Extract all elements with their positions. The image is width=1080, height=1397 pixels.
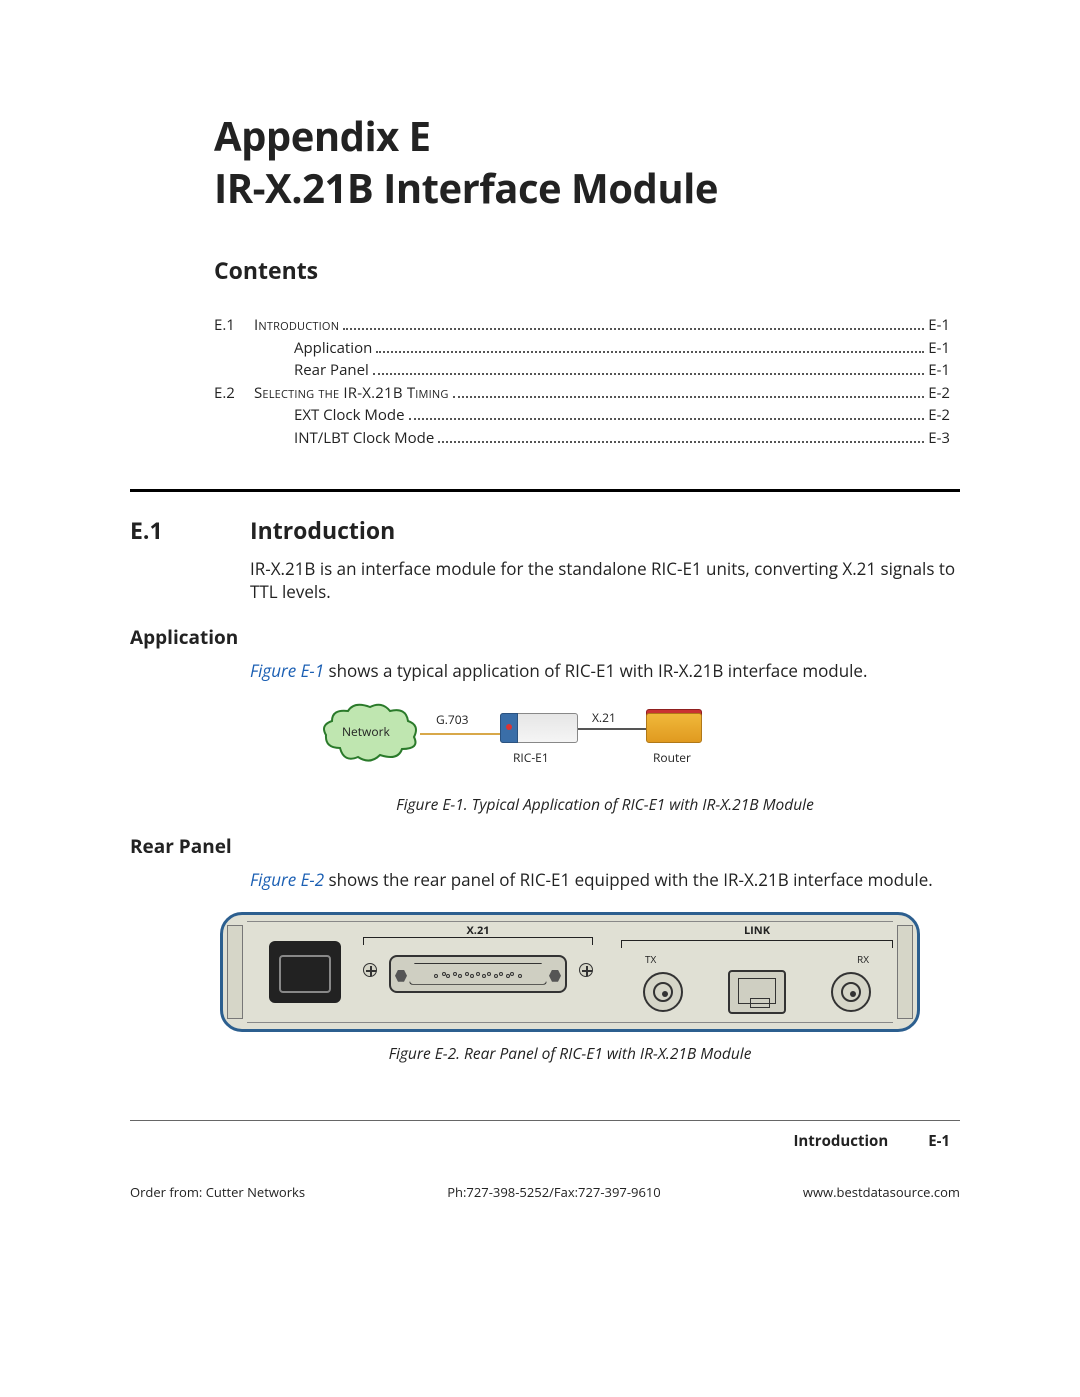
figure-e1-ref: Figure E-1 [250, 659, 324, 682]
bnc-tx-icon [643, 972, 683, 1012]
toc-leader [376, 351, 924, 353]
wire-g703 [420, 733, 500, 735]
toc-row: E.2Selecting the IR-X.21B Timing E-2 [214, 382, 950, 405]
page-footer-secondary: Order from: Cutter Networks Ph:727-398-5… [130, 1183, 960, 1201]
toc-text: Selecting the IR-X.21B Timing [254, 382, 449, 405]
toc-leader [343, 328, 924, 330]
power-socket-icon [269, 941, 341, 1003]
toc-text: EXT Clock Mode [294, 404, 405, 427]
table-of-contents: E.1IntroductionE-1ApplicationE-1Rear Pan… [214, 314, 950, 449]
toc-row: E.1Introduction E-1 [214, 314, 950, 337]
footer-order: Order from: Cutter Networks [130, 1183, 305, 1201]
footer-divider [130, 1120, 960, 1121]
figure-e2-caption: Figure E-2. Rear Panel of RIC-E1 with IR… [220, 1042, 920, 1064]
toc-page: E-3 [928, 427, 950, 450]
link-region: LINK TX RX [621, 923, 893, 1014]
figure-e1-diagram: Network G.703 RIC-E1 X.21 Router [250, 703, 960, 783]
rj45-icon [728, 970, 786, 1014]
screw-icon [363, 963, 377, 977]
router-icon [646, 713, 702, 743]
intro-paragraph: IR-X.21B is an interface module for the … [250, 558, 960, 604]
x21-port-label: X.21 [363, 923, 593, 938]
toc-page: E-1 [928, 314, 950, 337]
link-label: LINK [621, 923, 893, 938]
toc-page: E-1 [928, 359, 950, 382]
application-heading: Application [130, 624, 960, 650]
figure-e2-diagram: X.21 LINK TX RX [220, 912, 960, 1032]
toc-row: Application E-1 [214, 337, 950, 360]
toc-text: INT/LBT Clock Mode [294, 427, 434, 450]
g703-label: G.703 [436, 711, 468, 728]
router-label: Router [653, 749, 691, 766]
toc-row: INT/LBT Clock Mode E-3 [214, 427, 950, 450]
toc-page: E-2 [928, 404, 950, 427]
x21-label: X.21 [592, 709, 616, 726]
toc-text: Rear Panel [294, 359, 369, 382]
toc-text: Introduction [254, 314, 339, 337]
toc-row: Rear Panel E-1 [214, 359, 950, 382]
footer-section: Introduction [793, 1131, 888, 1151]
db15-connector-icon [389, 955, 567, 993]
rearpanel-text: shows the rear panel of RIC-E1 equipped … [324, 868, 933, 891]
figure-e1-caption: Figure E-1. Typical Application of RIC-E… [250, 793, 960, 815]
application-paragraph: Figure E-1 shows a typical application o… [250, 660, 960, 683]
page-footer-primary: Introduction E-1 [130, 1131, 960, 1151]
rearpanel-heading: Rear Panel [130, 833, 960, 859]
tx-label: TX [645, 952, 656, 966]
title-line-1: Appendix E [214, 110, 960, 162]
toc-leader [453, 396, 925, 398]
page-title-block: Appendix E IR-X.21B Interface Module [214, 110, 960, 214]
mounting-slot-left [227, 925, 243, 1019]
screw-icon [579, 963, 593, 977]
toc-page: E-2 [928, 382, 950, 405]
application-text: shows a typical application of RIC-E1 wi… [324, 659, 867, 682]
contents-heading: Contents [214, 254, 960, 286]
toc-page: E-1 [928, 337, 950, 360]
figure-e2-ref: Figure E-2 [250, 868, 324, 891]
toc-row: EXT Clock Mode E-2 [214, 404, 950, 427]
network-label: Network [342, 723, 390, 740]
toc-leader [373, 373, 924, 375]
rear-panel: X.21 LINK TX RX [220, 912, 920, 1032]
wire-x21 [578, 728, 646, 730]
rice1-label: RIC-E1 [513, 749, 549, 766]
rx-label: RX [857, 952, 869, 966]
title-line-2: IR-X.21B Interface Module [214, 162, 960, 214]
section-number: E.1 [130, 514, 250, 546]
rearpanel-paragraph: Figure E-2 shows the rear panel of RIC-E… [250, 869, 960, 892]
bnc-rx-icon [831, 972, 871, 1012]
x21-connector-region: X.21 [363, 935, 593, 1011]
toc-number: E.1 [214, 314, 254, 337]
section-divider [130, 489, 960, 492]
toc-number: E.2 [214, 382, 254, 405]
footer-url: www.bestdatasource.com [803, 1183, 960, 1201]
rice1-led [506, 724, 512, 730]
footer-phone: Ph:727-398-5252/Fax:727-397-9610 [447, 1183, 661, 1201]
footer-page: E-1 [928, 1131, 950, 1151]
toc-leader [438, 441, 924, 443]
toc-text: Application [294, 337, 372, 360]
mounting-slot-right [897, 925, 913, 1019]
section-heading: E.1 Introduction [130, 514, 960, 546]
toc-leader [409, 418, 925, 420]
section-title: Introduction [250, 514, 395, 546]
